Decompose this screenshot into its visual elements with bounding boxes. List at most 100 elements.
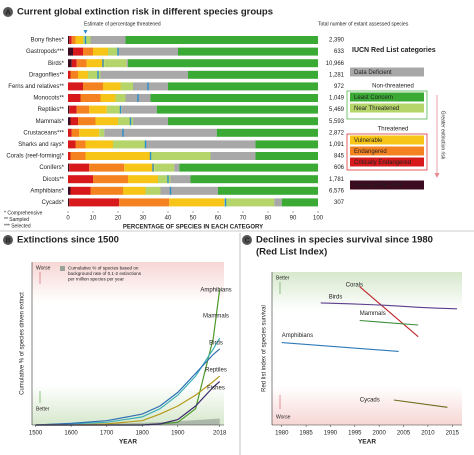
bar-segment bbox=[69, 163, 90, 172]
estimate-label: Estimate of percentage threatened bbox=[84, 21, 161, 27]
bar-segment bbox=[68, 198, 70, 207]
bar-segment bbox=[88, 70, 101, 79]
panel-title: Extinctions since 1500 bbox=[17, 235, 119, 246]
panel-title: Current global extinction risk in differ… bbox=[17, 7, 273, 18]
bar-segment bbox=[154, 163, 175, 172]
bar-segment bbox=[83, 47, 93, 56]
x-tick-label: 10 bbox=[90, 216, 97, 222]
legend-label: Vulnerable bbox=[354, 138, 383, 144]
bar-segment bbox=[68, 152, 71, 160]
bar-segment bbox=[83, 36, 91, 44]
background-label-line: per million species per year bbox=[68, 277, 124, 282]
bar-segment bbox=[106, 105, 122, 114]
total-label: 2,872 bbox=[329, 130, 345, 136]
category-label: Gastropods*** bbox=[26, 49, 65, 55]
bar-segment bbox=[70, 186, 91, 195]
category-label: Dicots** bbox=[43, 177, 65, 183]
x-tick-label: 90 bbox=[290, 216, 297, 222]
bar-segment bbox=[70, 152, 86, 160]
bar-segment bbox=[168, 82, 318, 91]
bar-segment bbox=[103, 82, 121, 91]
bar-segment bbox=[68, 36, 70, 44]
y-axis-label: Cumulative % of species driven extinct bbox=[20, 292, 26, 395]
bar-segment bbox=[133, 117, 168, 126]
footnote: *** Selected bbox=[4, 223, 31, 229]
x-tick-label: 1600 bbox=[64, 431, 78, 437]
legend-label: Extinct in the Wild bbox=[354, 183, 402, 189]
bar-segment bbox=[68, 128, 72, 137]
bar-segment bbox=[255, 140, 318, 149]
bar-segment bbox=[150, 152, 211, 160]
series-line bbox=[393, 399, 448, 408]
bar-segment bbox=[71, 128, 80, 137]
x-tick-label: 80 bbox=[265, 216, 272, 222]
bar-segment bbox=[68, 105, 70, 114]
x-tick-label: 60 bbox=[215, 216, 222, 222]
bar-segment bbox=[100, 94, 116, 102]
total-label: 633 bbox=[334, 49, 345, 55]
bar-segment bbox=[104, 59, 127, 68]
series-line bbox=[281, 342, 399, 352]
series-label: Birds bbox=[329, 294, 343, 300]
category-label: Conifers* bbox=[39, 165, 64, 171]
series-line bbox=[359, 286, 419, 338]
background-swatch bbox=[60, 266, 65, 271]
total-label: 1,281 bbox=[329, 72, 345, 78]
bar-segment bbox=[113, 140, 146, 149]
series-label: Amphibians bbox=[282, 333, 313, 339]
bar-segment bbox=[68, 47, 73, 56]
bar-segment bbox=[73, 47, 83, 56]
series-label: Mammals bbox=[203, 314, 229, 320]
x-tick-label: 100 bbox=[313, 216, 324, 222]
category-label: Dragonflies** bbox=[29, 72, 65, 78]
non-threatened-label: Non-threatened bbox=[372, 84, 414, 90]
x-tick-label: 2015 bbox=[446, 431, 460, 437]
bar-segment bbox=[178, 47, 318, 56]
bar-segment bbox=[75, 36, 83, 44]
x-tick-label: 1995 bbox=[348, 431, 362, 437]
bar-segment bbox=[115, 94, 126, 102]
bar-segment bbox=[145, 186, 161, 195]
legend-swatch bbox=[350, 92, 424, 102]
bar-segment bbox=[118, 117, 133, 126]
category-label: Bony fishes* bbox=[31, 38, 65, 44]
bar-segment bbox=[125, 36, 318, 44]
series-line bbox=[320, 302, 458, 310]
bar-segment bbox=[68, 70, 71, 79]
category-label: Crustaceans*** bbox=[23, 130, 64, 136]
series-label: Mammals bbox=[360, 311, 386, 317]
badge-letter: B bbox=[5, 237, 10, 244]
bar-segment bbox=[90, 186, 123, 195]
x-axis-label: YEAR bbox=[358, 439, 376, 446]
legend-swatch bbox=[350, 135, 424, 145]
bar-segment bbox=[150, 94, 318, 102]
worse-zone bbox=[272, 387, 462, 425]
bar-segment bbox=[119, 198, 170, 207]
bar-segment bbox=[174, 163, 180, 172]
estimate-pointer bbox=[83, 30, 88, 34]
legend-label: Data Deficient bbox=[354, 70, 392, 76]
total-label: 845 bbox=[334, 154, 345, 160]
legend-title: IUCN Red List categories bbox=[352, 47, 436, 54]
bar-segment bbox=[169, 198, 225, 207]
bar-segment bbox=[68, 175, 93, 184]
x-tick-label: 1980 bbox=[275, 431, 289, 437]
bar-segment bbox=[218, 186, 318, 195]
bar-segment bbox=[281, 198, 318, 207]
bar-segment bbox=[145, 140, 256, 149]
background-label: Cumulative % of species based on backgrou… bbox=[68, 266, 142, 282]
risk-label: Greater extinction risk bbox=[440, 111, 446, 160]
panel-title: (Red List Index) bbox=[256, 247, 327, 258]
bar-segment bbox=[71, 59, 77, 68]
legend-swatch bbox=[350, 103, 424, 113]
bar-segment bbox=[68, 82, 83, 91]
series-label: Reptiles bbox=[205, 368, 227, 374]
total-label: 1,091 bbox=[329, 142, 345, 148]
better-zone bbox=[272, 272, 462, 310]
x-tick-label: 1500 bbox=[29, 431, 43, 437]
risk-arrowhead bbox=[434, 173, 440, 178]
bar-segment bbox=[108, 47, 118, 56]
category-label: Corals (reef-forming)* bbox=[6, 154, 64, 160]
x-axis-label: YEAR bbox=[119, 439, 137, 446]
